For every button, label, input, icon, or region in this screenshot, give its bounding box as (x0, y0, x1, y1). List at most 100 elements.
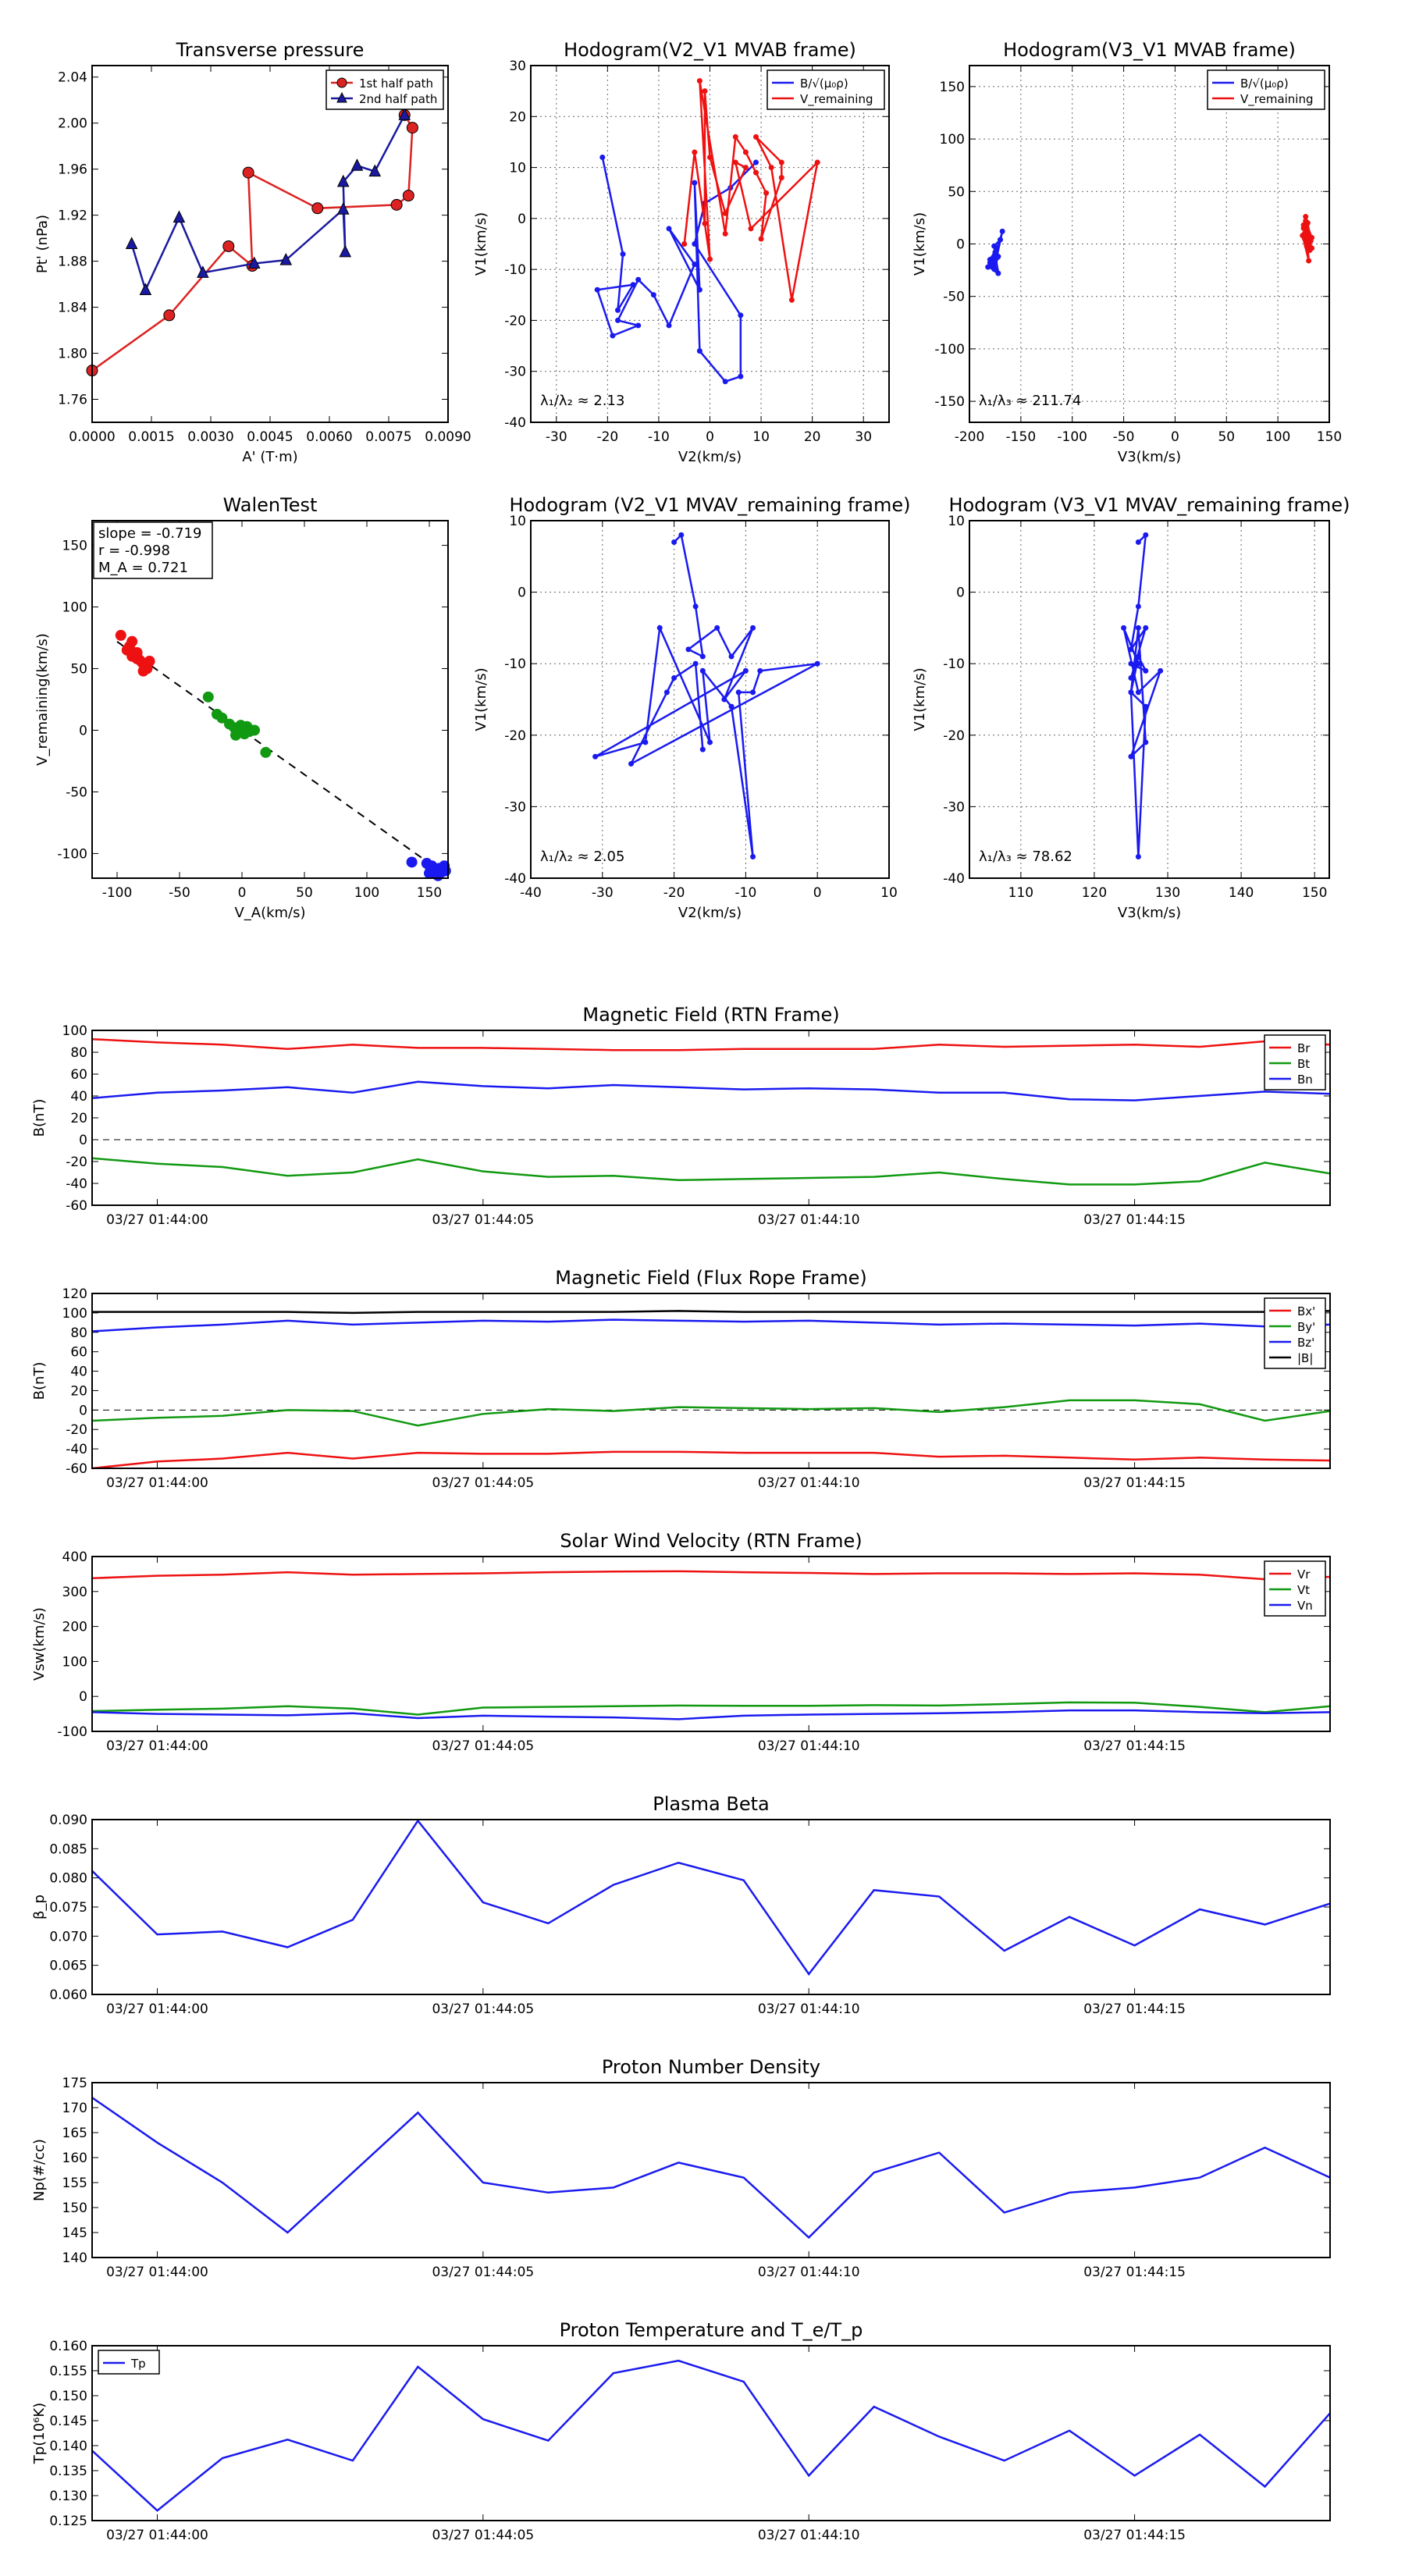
x-tick-label: 03/27 01:44:00 (106, 1212, 208, 1228)
chart-title: Magnetic Field (Flux Rope Frame) (555, 1267, 866, 1289)
y-tick-label: 60 (70, 1345, 87, 1361)
y-tick-label: 20 (509, 109, 526, 125)
y-tick-label: -40 (504, 415, 526, 431)
x-tick-label: 03/27 01:44:15 (1083, 2528, 1186, 2543)
data-point (1158, 667, 1164, 674)
x-axis-label: V3(km/s) (1118, 449, 1181, 465)
data-point (742, 667, 749, 674)
x-tick-label: 0.0045 (247, 429, 293, 445)
data-point (995, 270, 1001, 276)
series-line-vn (91, 1709, 1331, 1720)
data-point (738, 373, 744, 379)
y-tick-label: 120 (62, 1286, 87, 1302)
data-point (732, 159, 738, 165)
legend-frame (325, 69, 444, 110)
y-axis-label: V1(km/s) (473, 212, 489, 276)
y-tick-label: 155 (62, 2176, 87, 2191)
data-point (985, 264, 991, 270)
data-point (692, 149, 698, 155)
legend-label: Vn (1297, 1599, 1313, 1613)
series-line-br (91, 1037, 1331, 1051)
data-point (630, 282, 636, 288)
series-line-bn (91, 1080, 1331, 1101)
y-tick-label: -20 (504, 728, 526, 744)
ratio-annotation: λ₁/λ₂ ≈ 2.13 (540, 393, 624, 409)
data-point (671, 539, 678, 545)
y-tick-label: 0.070 (49, 1929, 87, 1944)
x-tick-label: 130 (1155, 885, 1180, 901)
x-tick-label: -100 (1057, 429, 1087, 445)
y-tick-label: 0.090 (49, 1813, 87, 1828)
data-point (1135, 854, 1141, 860)
series-line-2ndhalfpath (130, 114, 406, 293)
chart-title: Plasma Beta (653, 1793, 769, 1815)
y-tick-label: 50 (948, 184, 965, 200)
data-point (991, 266, 998, 272)
data-point (994, 254, 1001, 261)
chart-walen: WalenTest -100 -50 0 50 100 150 -100 -50 0 50 100 15… (34, 494, 451, 921)
legend-frame (1207, 69, 1325, 110)
y-tick-label: 300 (62, 1585, 87, 1600)
y-tick-label: -100 (57, 846, 87, 862)
data-point (753, 133, 759, 140)
x-tick-label: 03/27 01:44:05 (432, 2001, 534, 2017)
axes-frame (91, 2082, 1331, 2258)
axes-frame (91, 65, 449, 423)
data-point (681, 241, 688, 247)
y-tick-label: 40 (70, 1089, 87, 1105)
series-line-bt (91, 1157, 1331, 1186)
data-point (628, 760, 635, 767)
y-tick-label: -40 (504, 871, 526, 887)
x-tick-label: 03/27 01:44:15 (1083, 2265, 1186, 2280)
data-point (1135, 603, 1141, 610)
x-tick-label: 03/27 01:44:00 (106, 2528, 208, 2543)
chart-title: Magnetic Field (RTN Frame) (582, 1004, 839, 1026)
chart-brtn: Magnetic Field (RTN Frame) 03/27 01:44:00… (31, 1004, 1331, 1228)
data-point (738, 312, 744, 318)
y-tick-label: 40 (70, 1364, 87, 1380)
series-line-1sthalfpath (91, 114, 414, 372)
y-tick-label: 10 (948, 514, 965, 529)
data-point (592, 753, 599, 760)
x-tick-label: 140 (1229, 885, 1254, 901)
chart-title: WalenTest (223, 494, 318, 516)
legend-label: Vr (1297, 1567, 1311, 1582)
y-tick-label: 0.085 (49, 1841, 87, 1857)
ratio-annotation: λ₁/λ₂ ≈ 2.05 (540, 849, 624, 865)
y-axis-label: V_remaining(km/s) (34, 633, 51, 766)
data-point (993, 246, 999, 252)
chart-title: Proton Number Density (602, 2056, 820, 2078)
series-line-vremaining (683, 80, 820, 301)
series-line-v (1122, 532, 1161, 857)
y-axis-label: B(nT) (31, 1099, 48, 1137)
y-tick-label: 175 (62, 2076, 87, 2091)
data-point (696, 348, 702, 354)
legend-label: V_remaining (1240, 92, 1314, 107)
data-point (692, 603, 699, 610)
y-tick-label: -30 (504, 365, 526, 380)
series-line-vt (91, 1701, 1331, 1716)
y-axis-label: Vsw(km/s) (31, 1607, 48, 1681)
y-tick-label: -30 (943, 799, 965, 815)
y-tick-label: 100 (62, 600, 87, 616)
data-point (663, 689, 670, 696)
x-tick-label: 0 (813, 885, 822, 901)
data-point (1303, 218, 1309, 224)
data-point (778, 159, 784, 165)
y-tick-label: -100 (934, 342, 965, 358)
x-tick-label: 03/27 01:44:05 (432, 1738, 534, 1754)
x-tick-label: 110 (1008, 885, 1033, 901)
data-point (748, 226, 754, 232)
y-tick-label: 1.96 (58, 162, 87, 178)
x-tick-label: -200 (955, 429, 985, 445)
data-point (594, 286, 600, 293)
x-tick-label: -10 (648, 429, 670, 445)
y-tick-label: 100 (62, 1023, 87, 1039)
x-tick-label: 03/27 01:44:10 (758, 2265, 860, 2280)
y-tick-label: -20 (66, 1422, 87, 1438)
x-axis-label: A' (T·m) (242, 449, 297, 465)
y-tick-label: 100 (62, 1306, 87, 1322)
x-tick-label: 50 (1218, 429, 1235, 445)
y-tick-label: 1.80 (58, 347, 87, 362)
x-tick-label: 03/27 01:44:10 (758, 1738, 860, 1754)
